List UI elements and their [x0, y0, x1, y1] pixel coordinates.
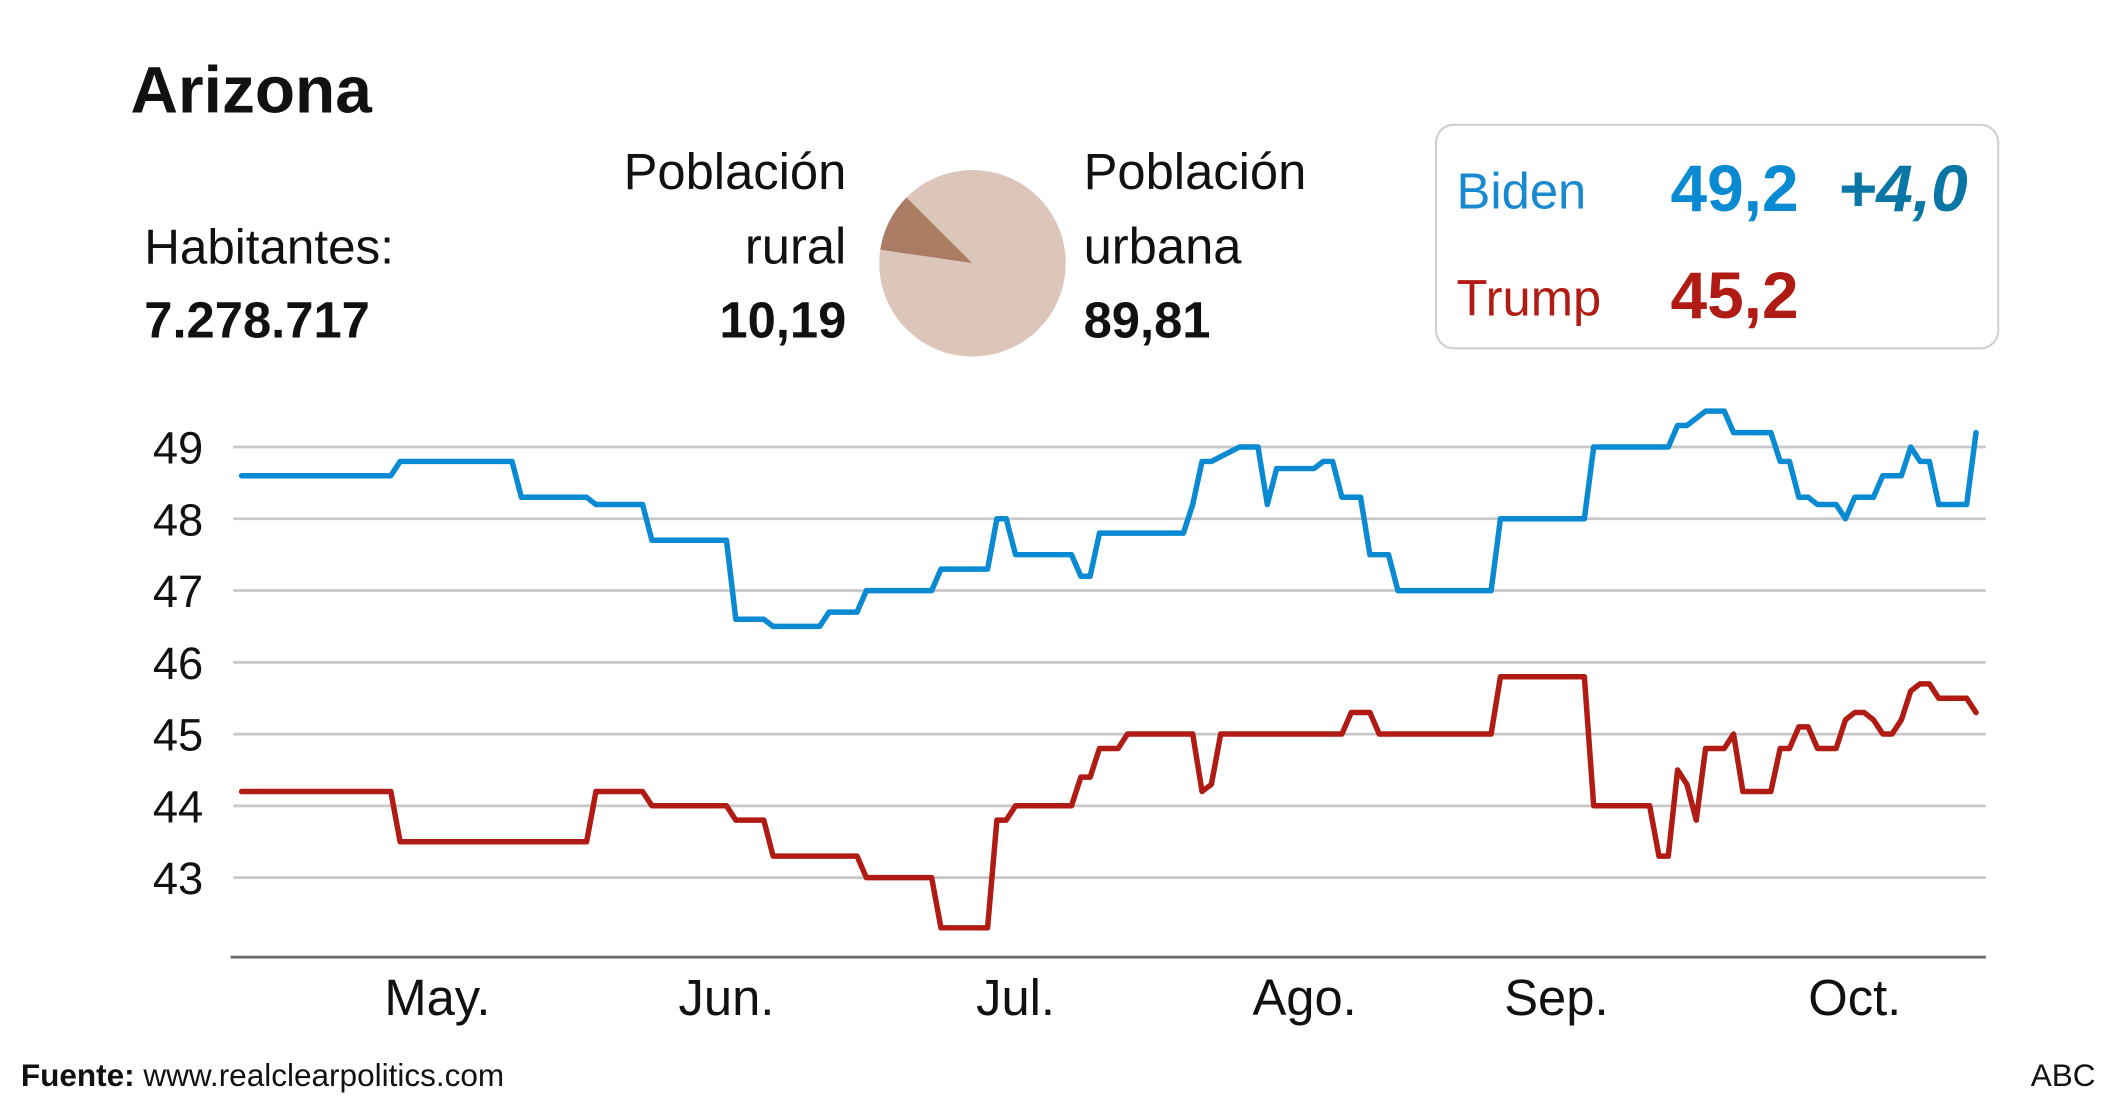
poll-line-chart: 43 44 45 46 47 48 49 May. Jun. Jul. Ago. Sep. Oct.: [153, 408, 1986, 1026]
x-tick-label: Jul.: [976, 969, 1055, 1026]
results-box-border: [1434, 123, 2000, 350]
y-tick-label: 47: [153, 566, 203, 617]
pie-slice-urbana: [879, 170, 1066, 357]
x-tick-label: Jun.: [679, 969, 775, 1026]
trump-label: Trump: [1457, 269, 1602, 326]
brand-label: ABC: [2031, 1057, 2096, 1093]
y-tick-label: 44: [153, 781, 203, 832]
page-title: Arizona: [131, 52, 374, 126]
x-tick-label: May.: [384, 969, 490, 1026]
series-line-trump: [238, 673, 1979, 931]
results-box: Biden 49,2 +4,0 Trump 45,2: [1434, 123, 2000, 350]
y-tick-label: 43: [153, 853, 203, 904]
y-tick-label: 45: [153, 710, 203, 761]
source-label: Fuente: www.realclearpolitics.com: [21, 1057, 504, 1093]
rural-label-line1: Población: [624, 143, 847, 200]
y-tick-label: 48: [153, 494, 203, 545]
source-link[interactable]: www.realclearpolitics.com: [142, 1057, 504, 1093]
urban-label-line1: Población: [1084, 143, 1307, 200]
biden-value: 49,2: [1670, 151, 1798, 225]
y-tick-label: 46: [153, 638, 203, 689]
x-tick-label: Oct.: [1808, 969, 1901, 1026]
y-axis-ticks: 43 44 45 46 47 48 49: [153, 422, 203, 904]
series-lines: [238, 408, 1979, 931]
rural-label-line2: rural: [745, 217, 846, 274]
series-line-biden: [238, 408, 1979, 630]
biden-lead: +4,0: [1838, 151, 1968, 225]
trump-value: 45,2: [1670, 258, 1798, 332]
x-axis-ticks: May. Jun. Jul. Ago. Sep. Oct.: [384, 969, 1901, 1026]
population-label: Habitantes:: [144, 219, 394, 274]
y-tick-label: 49: [153, 422, 203, 473]
urban-value: 89,81: [1084, 291, 1211, 348]
gridlines: [233, 445, 1986, 879]
biden-label: Biden: [1457, 162, 1587, 219]
x-tick-label: Sep.: [1504, 969, 1608, 1026]
population-value: 7.278.717: [144, 291, 370, 348]
pie-slice-rural: [880, 197, 973, 264]
population-pie-chart: [879, 170, 1066, 357]
urban-label-line2: urbana: [1084, 217, 1243, 274]
rural-value: 10,19: [719, 291, 846, 348]
source-prefix: Fuente:: [21, 1057, 135, 1093]
x-tick-label: Ago.: [1252, 969, 1356, 1026]
